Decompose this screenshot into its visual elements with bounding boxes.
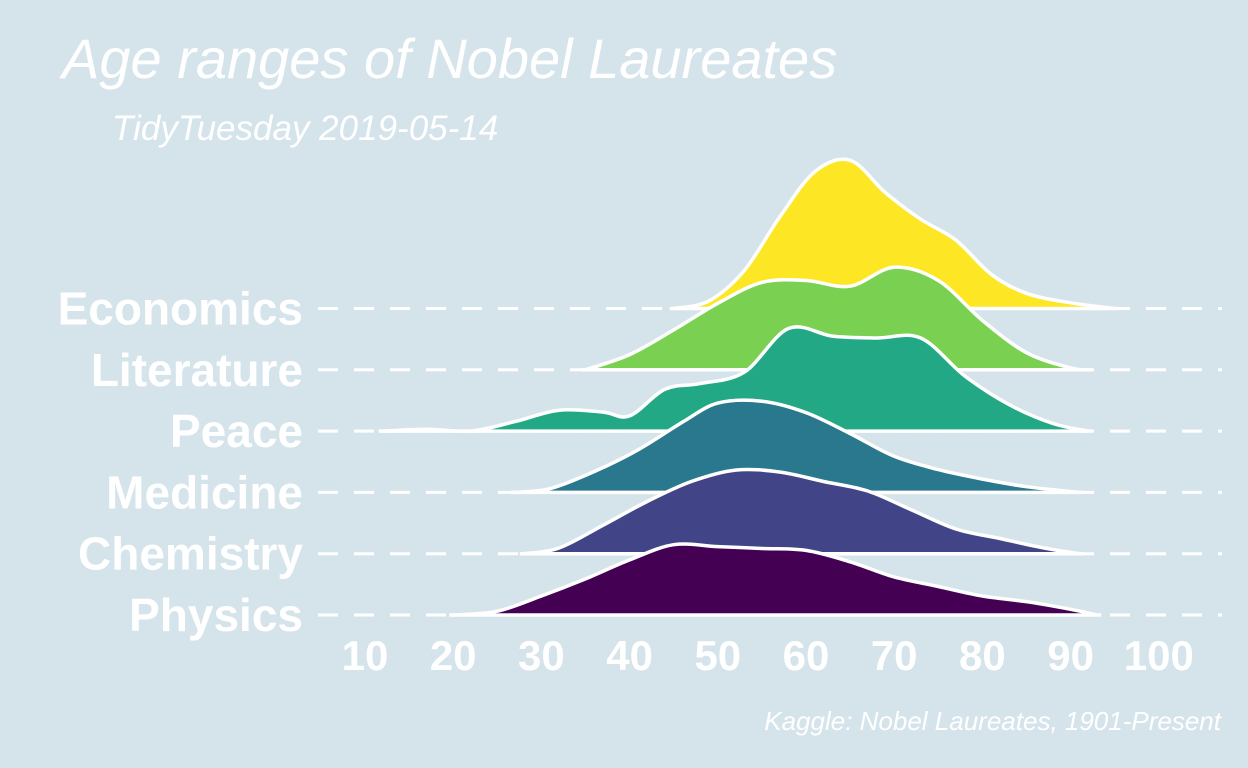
x-tick-50: 50 (694, 632, 741, 679)
ridge-chemistry (523, 469, 1080, 554)
category-label-physics: Physics (129, 589, 303, 641)
ridges (378, 157, 1119, 617)
ridge-outline-economics (673, 157, 1115, 311)
chart-title: Age ranges of Nobel Laureates (59, 27, 837, 90)
category-label-medicine: Medicine (106, 466, 303, 518)
ridge-outline-medicine (514, 398, 1080, 495)
x-axis-ticks: 10 20 30 40 50 60 70 80 90 100 (342, 632, 1194, 679)
x-tick-10: 10 (342, 632, 389, 679)
ridge-medicine (514, 400, 1080, 493)
category-labels: Physics Chemistry Medicine Peace Literature E… (58, 283, 304, 642)
ridge-economics (673, 159, 1115, 309)
x-tick-90: 90 (1047, 632, 1094, 679)
ridge-outline-literature (584, 265, 1089, 372)
chart-subtitle: TidyTuesday 2019-05-14 (112, 109, 498, 148)
category-label-chemistry: Chemistry (78, 528, 303, 580)
x-tick-20: 20 (430, 632, 477, 679)
ridge-literature (585, 267, 1089, 370)
ridge-outline-chemistry (523, 467, 1080, 556)
ridge-outline-physics (453, 542, 1098, 617)
ridge-outline-peace (382, 325, 1089, 434)
x-tick-30: 30 (518, 632, 565, 679)
x-tick-40: 40 (606, 632, 653, 679)
ridge-peace (382, 326, 1089, 432)
ridge-physics (453, 543, 1098, 615)
x-tick-100: 100 (1124, 632, 1194, 679)
category-label-peace: Peace (170, 405, 303, 457)
category-label-economics: Economics (58, 283, 303, 335)
chart-caption: Kaggle: Nobel Laureates, 1901-Present (764, 706, 1223, 736)
x-tick-80: 80 (959, 632, 1006, 679)
category-label-literature: Literature (91, 344, 303, 396)
x-tick-60: 60 (783, 632, 830, 679)
x-tick-70: 70 (871, 632, 918, 679)
